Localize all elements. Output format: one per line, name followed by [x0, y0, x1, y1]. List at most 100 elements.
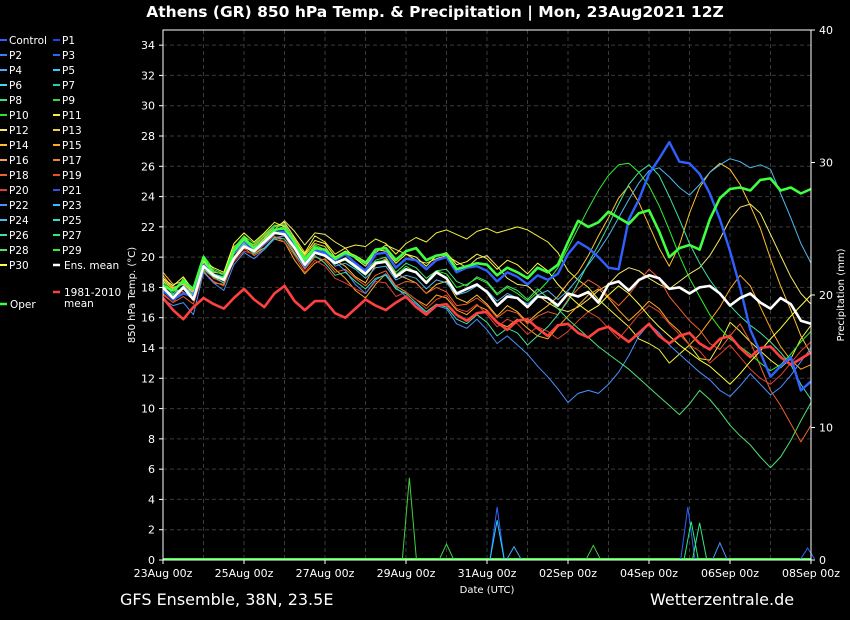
x-tick-label: 08Sep 00z [782, 567, 840, 580]
y-tick-label: 6 [148, 463, 155, 476]
precip-spike [680, 506, 696, 560]
legend-label: P1 [62, 35, 75, 47]
legend-label: P16 [9, 155, 29, 167]
series-line-p30 [162, 221, 812, 385]
footer-site: Wetterzentrale.de [650, 590, 794, 609]
series-line-p20 [162, 235, 812, 385]
y-tick-label: 22 [141, 221, 155, 234]
x-axis-ticks: 23Aug 00z 25Aug 00z 27Aug 00z 29Aug 00z 31Au… [134, 560, 840, 580]
legend-label: P30 [9, 260, 29, 272]
precip-spike [489, 520, 505, 560]
precip-spike [585, 544, 601, 560]
legend-label: P27 [62, 230, 82, 242]
y-tick-label: 32 [141, 69, 155, 82]
y2-tick-label: 20 [819, 289, 833, 302]
y-tick-label: 28 [141, 130, 155, 143]
y2-axis-label: Precipitation (mm) [836, 248, 847, 341]
precip-spike [439, 542, 454, 560]
x-tick-label: 06Sep 00z [701, 567, 759, 580]
footer-source: GFS Ensemble, 38N, 23.5E [120, 590, 333, 609]
legend-label-line: 1981-2010 [64, 287, 121, 299]
x-tick-label: 29Aug 00z [377, 567, 436, 580]
legend-label: P17 [62, 155, 82, 167]
precipitation-series [163, 477, 816, 560]
legend-label: P6 [9, 80, 22, 92]
y-tick-label: 8 [148, 433, 155, 446]
legend-label: P3 [62, 50, 75, 62]
y-tick-label: 14 [141, 342, 155, 355]
x-tick-label: 23Aug 00z [134, 567, 193, 580]
legend-label: P2 [9, 50, 22, 62]
y-tick-label: 20 [141, 251, 155, 264]
y2-tick-label: 30 [819, 157, 833, 170]
x-tick-label: 27Aug 00z [296, 567, 355, 580]
precip-spike [800, 547, 816, 560]
x-tick-label: 25Aug 00z [215, 567, 274, 580]
legend-label: P14 [9, 140, 29, 152]
legend-label: P24 [9, 215, 29, 227]
y-tick-label: 0 [148, 554, 155, 567]
legend-label: Ens. mean [64, 260, 119, 272]
y-tick-label: 16 [141, 312, 155, 325]
series-line-1981-2010-mean [162, 284, 812, 366]
legend-label: P23 [62, 200, 82, 212]
y2-axis-ticks: 0 10 20 30 40 [811, 24, 833, 567]
legend: Control P1 P2 P3 P4 P5 P6 P7 P8 P9 P10 P11 P12 P13 P14… [0, 35, 121, 311]
y-tick-label: 26 [141, 160, 155, 173]
series-line-p29 [162, 162, 812, 372]
legend-label: P13 [62, 125, 82, 137]
legend-label: P19 [62, 170, 82, 182]
legend-label: P5 [62, 65, 75, 77]
legend-label: P10 [9, 110, 29, 122]
temperature-series [162, 140, 812, 469]
legend-label: P4 [9, 65, 22, 77]
plot-grid [162, 30, 812, 561]
legend-label: P26 [9, 230, 29, 242]
legend-label: P25 [62, 215, 82, 227]
legend-label: P20 [9, 185, 29, 197]
legend-label: P28 [9, 245, 29, 257]
y-tick-label: 24 [141, 191, 155, 204]
y2-tick-label: 10 [819, 422, 833, 435]
series-line-p22 [162, 235, 812, 403]
y-tick-label: 10 [141, 403, 155, 416]
legend-label: Oper [10, 299, 36, 311]
series-line-p28 [162, 223, 812, 469]
legend-label: P18 [9, 170, 29, 182]
precip-spike [506, 545, 522, 560]
y2-tick-label: 0 [819, 554, 826, 567]
legend-label: P7 [62, 80, 75, 92]
y-tick-label: 4 [148, 493, 155, 506]
precip-spike [401, 477, 417, 560]
plot-frame [162, 29, 812, 561]
legend-label: Control [9, 35, 47, 47]
x-axis-label: Date (UTC) [460, 585, 515, 596]
legend-label: P15 [62, 140, 82, 152]
precip-spike [489, 506, 505, 560]
y-tick-label: 12 [141, 372, 155, 385]
y-axis-label: 850 hPa Temp. (°C) [127, 247, 138, 343]
x-tick-label: 02Sep 00z [539, 567, 597, 580]
chart-title: Athens (GR) 850 hPa Temp. & Precipitatio… [146, 3, 723, 22]
x-tick-label: 31Aug 00z [458, 567, 517, 580]
legend-label: P9 [62, 95, 75, 107]
legend-label: 1981-2010 mean [64, 287, 121, 310]
legend-label-line: mean [64, 298, 94, 310]
y-tick-label: 30 [141, 100, 155, 113]
precip-spike [712, 541, 728, 560]
precip-spike [692, 522, 708, 560]
precip-spike [683, 521, 699, 560]
series-line-p26 [162, 164, 812, 400]
legend-label: P22 [9, 200, 29, 212]
y-tick-label: 2 [148, 524, 155, 537]
x-tick-label: 04Sep 00z [620, 567, 678, 580]
y2-tick-label: 40 [819, 24, 833, 37]
y-tick-label: 18 [141, 281, 155, 294]
series-line-oper [162, 177, 812, 292]
legend-label: P29 [62, 245, 82, 257]
legend-label: P8 [9, 95, 22, 107]
legend-label: P12 [9, 125, 29, 137]
